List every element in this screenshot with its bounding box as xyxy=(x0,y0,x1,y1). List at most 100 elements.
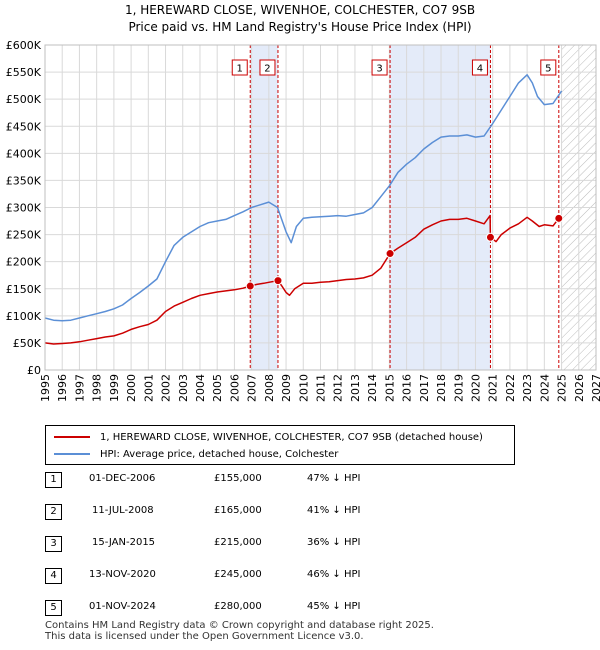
legend-entry-property: 1, HEREWARD CLOSE, WIVENHOE, COLCHESTER,… xyxy=(54,429,483,445)
chart-subtitle: Price paid vs. HM Land Registry's House … xyxy=(128,20,471,34)
sale-label-text: 5 xyxy=(545,64,551,75)
x-tick-label: 2026 xyxy=(573,374,586,402)
sale-price: £215,000 xyxy=(214,537,262,548)
plot-frame xyxy=(44,44,597,371)
sale-date: 13-NOV-2020 xyxy=(89,569,156,580)
x-tick-label: 1997 xyxy=(73,374,86,402)
y-tick-label: £500K xyxy=(6,93,42,106)
legend-label-hpi: HPI: Average price, detached house, Colc… xyxy=(100,448,339,460)
x-tick-label: 2022 xyxy=(504,374,517,402)
x-tick-label: 2006 xyxy=(228,374,241,402)
sale-label-text: 1 xyxy=(237,64,243,75)
hpi-line xyxy=(44,74,563,322)
sale-row: 5 01-NOV-2024 £280,000 45% ↓ HPI xyxy=(45,600,445,616)
y-tick-label: £550K xyxy=(6,66,42,79)
price-chart: 1, HEREWARD CLOSE, WIVENHOE, COLCHESTER,… xyxy=(6,3,600,402)
x-tick-label: 1996 xyxy=(56,374,69,402)
sale-row: 1 01-DEC-2006 £155,000 47% ↓ HPI xyxy=(45,472,445,488)
x-tick-label: 2002 xyxy=(160,374,173,402)
sale-label-box xyxy=(371,59,388,76)
x-tick-label: 2003 xyxy=(177,374,190,402)
x-tick-label: 2012 xyxy=(332,374,345,402)
sale-label-box xyxy=(471,59,488,76)
legend-swatch-property xyxy=(54,436,90,438)
sale-hpi-diff: 45% ↓ HPI xyxy=(307,601,361,612)
x-tick-label: 1998 xyxy=(91,374,104,402)
legend-label-property: 1, HEREWARD CLOSE, WIVENHOE, COLCHESTER,… xyxy=(100,431,483,443)
footer-line: This data is licensed under the Open Gov… xyxy=(45,631,364,642)
y-tick-label: £0 xyxy=(27,364,41,377)
x-tick-label: 2001 xyxy=(142,374,155,402)
x-tick-label: 2016 xyxy=(401,374,414,402)
sale-label-box xyxy=(231,59,248,76)
x-tick-label: 2018 xyxy=(435,374,448,402)
sale-price: £165,000 xyxy=(214,505,262,516)
x-tick-label: 2015 xyxy=(383,374,396,402)
x-tick-label: 1999 xyxy=(108,374,121,402)
x-tick-label: 2017 xyxy=(418,374,431,402)
sale-number-badge: 1 xyxy=(45,472,62,488)
x-tick-label: 2020 xyxy=(469,374,482,402)
x-tick-label: 2013 xyxy=(349,374,362,402)
y-tick-label: £400K xyxy=(6,147,42,160)
y-tick-label: £250K xyxy=(6,229,42,242)
y-tick-label: £300K xyxy=(6,202,42,215)
sale-label-text: 2 xyxy=(264,64,270,75)
sale-date: 01-NOV-2024 xyxy=(89,601,156,612)
sale-hpi-diff: 46% ↓ HPI xyxy=(307,569,361,580)
sale-number-badge: 5 xyxy=(45,600,62,616)
sale-row: 2 11-JUL-2008 £165,000 41% ↓ HPI xyxy=(45,504,445,520)
sale-price: £155,000 xyxy=(214,473,262,484)
x-tick-label: 2008 xyxy=(263,374,276,402)
x-tick-label: 2023 xyxy=(521,374,534,402)
x-tick-label: 2025 xyxy=(556,374,569,402)
sale-number-badge: 4 xyxy=(45,568,62,584)
footer-attribution: Contains HM Land Registry data © Crown c… xyxy=(45,620,434,642)
x-tick-label: 2027 xyxy=(590,374,600,402)
sale-point xyxy=(273,276,283,286)
y-tick-label: £600K xyxy=(6,39,42,52)
plot-area: 1 2 3 4 5 £0 £50K £100K £150K £200K £250K £300K £350… xyxy=(6,39,600,402)
x-tick-label: 1995 xyxy=(39,374,52,402)
legend: 1, HEREWARD CLOSE, WIVENHOE, COLCHESTER,… xyxy=(45,425,515,465)
legend-swatch-hpi xyxy=(54,453,90,455)
sale-label-box xyxy=(540,59,557,76)
y-tick-label: £200K xyxy=(6,256,42,269)
sale-point xyxy=(554,213,564,223)
sale-point xyxy=(245,281,255,291)
sale-row: 4 13-NOV-2020 £245,000 46% ↓ HPI xyxy=(45,568,445,584)
sale-label-box xyxy=(259,59,276,76)
y-tick-label: £150K xyxy=(6,283,42,296)
x-tick-label: 2005 xyxy=(211,374,224,402)
y-tick-label: £50K xyxy=(13,337,42,350)
y-tick-label: £100K xyxy=(6,310,42,323)
sale-hpi-diff: 41% ↓ HPI xyxy=(307,505,361,516)
sale-date: 01-DEC-2006 xyxy=(89,473,156,484)
sale-point xyxy=(385,249,395,259)
sale-row: 3 15-JAN-2015 £215,000 36% ↓ HPI xyxy=(45,536,445,552)
sale-number-badge: 3 xyxy=(45,536,62,552)
x-tick-label: 2014 xyxy=(366,374,379,402)
sale-price: £245,000 xyxy=(214,569,262,580)
sale-label-text: 4 xyxy=(477,64,483,75)
sale-number-badge: 2 xyxy=(45,504,62,520)
x-tick-label: 2007 xyxy=(246,374,259,402)
chart-title: 1, HEREWARD CLOSE, WIVENHOE, COLCHESTER,… xyxy=(125,3,475,17)
sale-hpi-diff: 47% ↓ HPI xyxy=(307,473,361,484)
x-tick-label: 2000 xyxy=(125,374,138,402)
sale-hpi-diff: 36% ↓ HPI xyxy=(307,537,361,548)
sale-date: 15-JAN-2015 xyxy=(92,537,156,548)
x-tick-label: 2009 xyxy=(280,374,293,402)
y-tick-label: £350K xyxy=(6,174,42,187)
x-tick-label: 2011 xyxy=(315,374,328,402)
sale-point xyxy=(485,232,495,242)
sale-label-text: 3 xyxy=(376,64,382,75)
x-tick-label: 2024 xyxy=(538,374,551,402)
x-tick-label: 2010 xyxy=(297,374,310,402)
x-tick-label: 2019 xyxy=(452,374,465,402)
sale-price: £280,000 xyxy=(214,601,262,612)
y-tick-label: £450K xyxy=(6,120,42,133)
footer-line: Contains HM Land Registry data © Crown c… xyxy=(45,620,434,631)
x-tick-label: 2021 xyxy=(487,374,500,402)
x-tick-label: 2004 xyxy=(194,374,207,402)
